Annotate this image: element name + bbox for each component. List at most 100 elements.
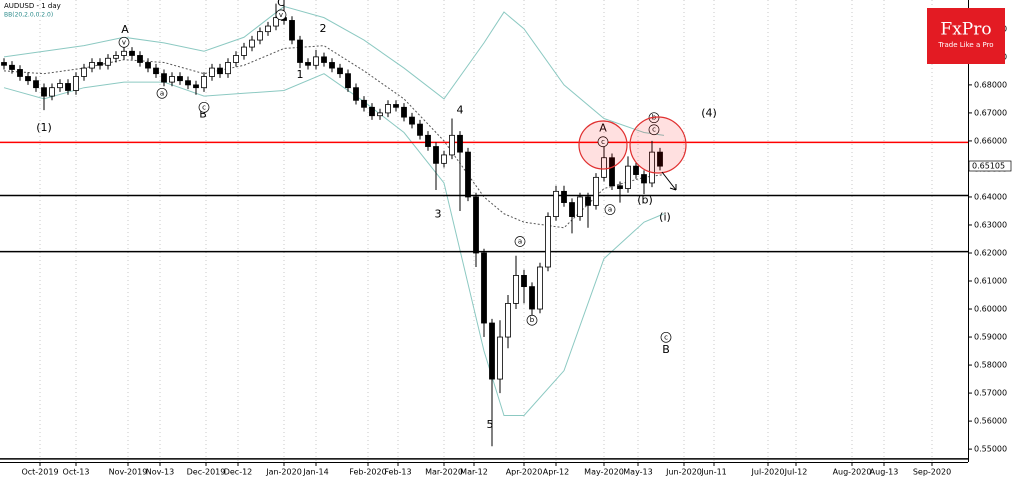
wave-label: C [277, 0, 285, 9]
wave-label: (1) [36, 121, 52, 134]
last-price-label: 0.65105 [972, 162, 1005, 171]
wave-label: a [518, 238, 522, 246]
wave-circle [648, 124, 660, 136]
candle-body [217, 67, 223, 75]
candle-body [393, 104, 399, 108]
candle-body [497, 336, 503, 380]
wave-circle [526, 314, 538, 326]
candle-body [177, 76, 183, 82]
wave-circle [604, 204, 616, 215]
candle-body [641, 174, 647, 184]
candle-body [529, 286, 535, 310]
wave-circle [597, 136, 609, 148]
candle-body [337, 67, 343, 75]
wave-label: B [199, 108, 207, 121]
x-tick-label: Mar-2020 [425, 468, 463, 477]
wave-circle [660, 331, 672, 343]
y-tick-label: 0.63000 [974, 220, 1007, 229]
y-tick-label: 0.57000 [974, 389, 1007, 398]
y-tick-label: 0.58000 [974, 361, 1007, 370]
x-tick-label: Jun-2020 [665, 468, 702, 477]
y-tick-label: 0.62000 [974, 248, 1007, 257]
last-price-box [968, 160, 1012, 172]
x-tick-label: Jul-12 [784, 468, 808, 477]
candle-body [201, 76, 207, 89]
y-tick-label: 0.61000 [974, 277, 1007, 286]
candle-body [17, 69, 23, 77]
x-tick-label: Jul-2020 [751, 468, 785, 477]
candle-body [617, 185, 623, 189]
candle-body [49, 87, 55, 97]
candle-body [425, 134, 431, 147]
candle-body [473, 196, 479, 254]
candle-body [137, 55, 143, 63]
y-tick-label: 0.66000 [974, 136, 1007, 145]
candle-body [353, 87, 359, 101]
candle-body [241, 46, 247, 56]
candle-body [1, 62, 7, 66]
x-tick-label: Mar-12 [460, 468, 488, 477]
candle-body [409, 116, 415, 125]
wave-label: c [652, 126, 656, 134]
candle-body [321, 56, 327, 63]
candle-body [81, 67, 87, 77]
candle-body [313, 56, 319, 66]
candle-body [233, 55, 239, 63]
x-tick-label: Oct-2019 [21, 468, 58, 477]
wave-circle [118, 36, 130, 48]
x-tick-label: Nov-2019 [109, 468, 148, 477]
candle-body [585, 196, 591, 206]
wave-label: c [664, 333, 668, 341]
candle-body [545, 216, 551, 268]
candle-body [657, 151, 663, 167]
candle-body [305, 62, 311, 66]
candle-body [97, 62, 103, 66]
candle-body [385, 104, 391, 114]
candle-body [289, 20, 295, 41]
candle-body [449, 134, 455, 156]
candle-body [345, 73, 351, 89]
candle-body [57, 83, 63, 89]
candle-body [361, 99, 367, 108]
x-tick-label: Apr-2020 [506, 468, 543, 477]
x-tick-label: Oct-13 [63, 468, 90, 477]
candle-body [609, 157, 615, 187]
wave-circle [275, 9, 287, 21]
wave-label: v [122, 38, 126, 46]
logo-box [927, 8, 1005, 64]
candle-body [377, 112, 383, 117]
x-tick-label: Jan-2020 [265, 468, 302, 477]
candle-body [161, 73, 167, 83]
wave-label: 3 [435, 208, 442, 221]
wave-label: 4 [457, 104, 464, 117]
plot-area: 0.55000 0.56000 0.57000 0.58000 0.59000 0.600… [0, 0, 1007, 477]
candle-body [601, 157, 607, 178]
x-tick-label: Sep-2020 [913, 468, 951, 477]
x-tick-label: Nov-13 [146, 468, 174, 477]
candle-body [185, 80, 191, 86]
candle-body [537, 266, 543, 310]
indicator-label: BB(20,2.0,0,2.0) [4, 12, 53, 19]
candle-body [193, 84, 199, 89]
candle-body [457, 134, 463, 153]
wave-label: b [530, 316, 535, 324]
wave-label: a [160, 89, 164, 97]
y-tick-label: 0.60000 [974, 305, 1007, 314]
candle-body [89, 62, 95, 69]
candle-body [41, 87, 47, 97]
x-tick-label: Dec-12 [224, 468, 253, 477]
candle-body [25, 76, 31, 82]
x-tick-label: Feb-13 [384, 468, 411, 477]
x-tick-label: Aug-13 [870, 468, 899, 477]
candle-body [249, 39, 255, 48]
highlight-circle [578, 120, 628, 170]
candle-body [633, 165, 639, 175]
candle-body [273, 17, 279, 27]
candle-body [577, 196, 583, 217]
candle-body [113, 55, 119, 59]
y-tick-label: 0.68000 [974, 80, 1007, 89]
wave-label: A [599, 122, 607, 135]
candle-body [433, 146, 439, 164]
wave-circle [198, 101, 210, 113]
candle-body [297, 39, 303, 63]
